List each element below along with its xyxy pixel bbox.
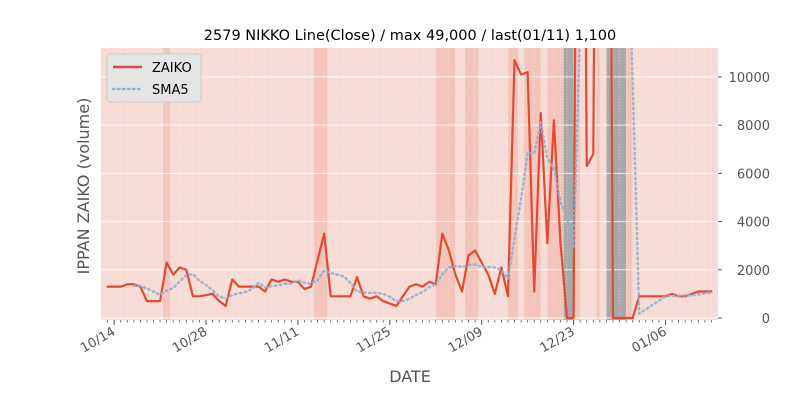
y-axis: 0 2000 4000 6000 8000 10000	[718, 71, 770, 327]
x-tick-label-6: 01/06	[630, 324, 670, 356]
legend-label-zaiko: ZAIKO	[152, 61, 192, 76]
band-dark-11	[606, 48, 627, 320]
x-tick-label-0: 10/14	[78, 324, 118, 356]
band-mid-1	[163, 48, 170, 320]
y-axis-label: IPPAN ZAIKO (volume)	[74, 98, 93, 275]
series-line-sma5	[132, 48, 713, 315]
x-tick-label-4: 12/09	[446, 324, 486, 356]
y-tick-label-2: 4000	[737, 216, 770, 231]
band-mid-9	[573, 48, 581, 320]
band-mid-2	[314, 48, 328, 320]
legend-label-sma5: SMA5	[152, 83, 189, 98]
band-mid-12	[626, 48, 633, 320]
band-mid-5	[507, 48, 518, 320]
band-mid-10	[596, 48, 600, 320]
x-tick-label-3: 11/25	[354, 324, 394, 356]
y-tick-label-5: 10000	[729, 71, 770, 86]
y-tick-label-3: 6000	[737, 167, 770, 182]
band-light-13	[632, 48, 718, 320]
x-tick-label-5: 12/23	[538, 324, 578, 356]
x-axis: 10/14 10/28 11/11 11/25 12/09 12/23 01/06	[78, 320, 712, 356]
x-axis-label: DATE	[389, 367, 431, 386]
x-tick-label-2: 11/11	[262, 324, 302, 356]
band-mid-7	[547, 48, 564, 320]
band-mid-4	[465, 48, 479, 320]
series-line-zaiko	[106, 48, 713, 320]
chart-title: 2579 NIKKO Line(Close) / max 49,000 / la…	[204, 28, 616, 44]
y-tick-label-1: 2000	[737, 264, 770, 279]
band-dark-8	[563, 48, 574, 320]
series-lines	[106, 48, 713, 320]
legend: ZAIKO SMA5	[106, 53, 202, 103]
x-tick-label-1: 10/28	[170, 324, 210, 356]
y-tick-label-0: 0	[762, 312, 770, 327]
y-tick-label-4: 8000	[737, 119, 770, 134]
